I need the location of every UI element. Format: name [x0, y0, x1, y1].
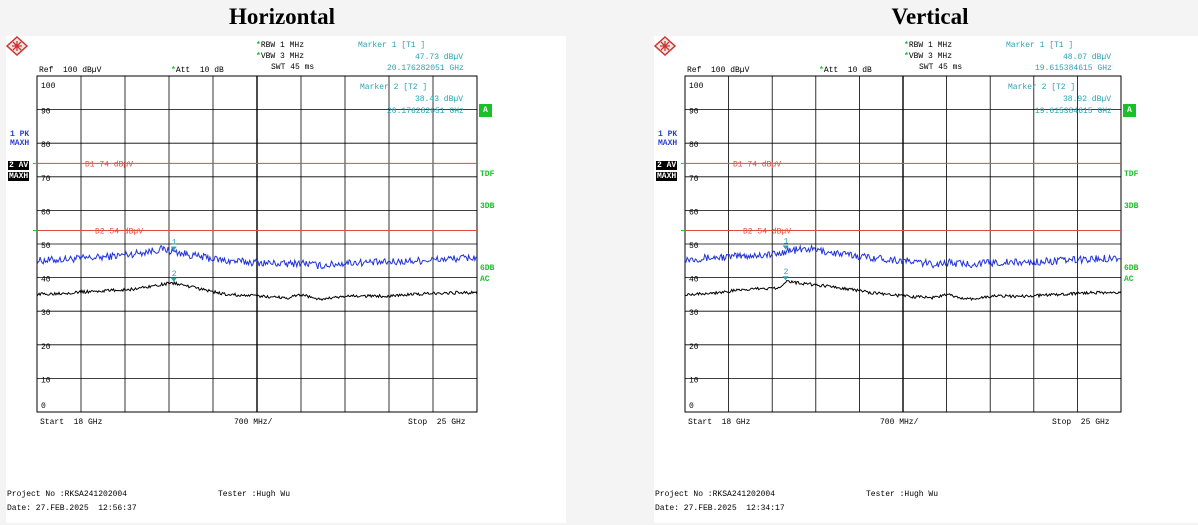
start-freq-label: Start 18 GHz [40, 418, 103, 427]
trace2-mode: MAXH [656, 172, 678, 181]
marker-label: 2 [172, 270, 177, 279]
rbw-label: *RBW 1 MHz [256, 41, 305, 50]
swt-label: SWT 45 ms [271, 63, 315, 72]
ref-label: Ref 100 dBµV [39, 66, 102, 75]
side-label-a: A [479, 104, 492, 117]
trace-peak [36, 245, 478, 270]
side-label-3db: 3DB [1124, 202, 1139, 211]
side-label-6db: 6DB [1124, 264, 1139, 273]
y-tick-label: 10 [41, 376, 51, 385]
span-label: 700 MHz/ [234, 418, 273, 427]
y-tick-label: 50 [41, 242, 51, 251]
y-tick-label: 30 [689, 309, 699, 318]
side-label-tdf: TDF [480, 170, 495, 179]
y-tick-label: 10 [689, 376, 699, 385]
ref-label: Ref 100 dBµV [687, 66, 750, 75]
y-tick-label: 70 [41, 175, 51, 184]
marker-label: 1 [784, 237, 789, 246]
marker1-value: 47.73 dBµV [415, 53, 464, 62]
marker-label: 1 [172, 239, 177, 248]
y-tick-label: 20 [41, 343, 51, 352]
y-tick-label: 90 [689, 108, 699, 117]
trace2-mode: MAXH [8, 172, 30, 181]
side-label-6db: 6DB [480, 264, 495, 273]
marker-triangle [170, 246, 177, 251]
vbw-label: *VBW 3 MHz [256, 52, 305, 61]
y-tick-label: 40 [689, 276, 699, 285]
marker1-freq: 20.176282051 GHz [387, 64, 464, 73]
project-number: Project No :RKSA241202004 [7, 490, 128, 499]
rbw-label: *RBW 1 MHz [904, 41, 953, 50]
marker2-label: Marker 2 [T2 ] [1008, 83, 1076, 92]
side-label-ac: AC [1124, 275, 1134, 284]
project-number: Project No :RKSA241202004 [655, 490, 776, 499]
marker-triangle [170, 277, 177, 282]
marker-triangle [782, 245, 789, 250]
y-tick-label: 0 [41, 402, 46, 411]
tester-name: Tester :Hugh Wu [866, 490, 939, 499]
marker1-value: 48.07 dBµV [1063, 53, 1112, 62]
trace-average [36, 280, 478, 301]
y-tick-label: 60 [689, 208, 699, 217]
limit-line-label: D2 54 dBµV [95, 228, 143, 237]
trace1-tag: 1 PK [658, 130, 678, 139]
tester-name: Tester :Hugh Wu [218, 490, 291, 499]
y-tick-label: 100 [689, 82, 704, 91]
marker2-value: 38.43 dBµV [415, 95, 464, 104]
y-tick-label: 90 [41, 108, 51, 117]
trace2-tag: 2 AV [8, 161, 30, 170]
y-tick-label: 30 [41, 309, 51, 318]
side-label-a: A [1123, 104, 1136, 117]
limit-line-label: D1 74 dBµV [733, 160, 781, 169]
vbw-label: *VBW 3 MHz [904, 52, 953, 61]
marker-label: 2 [784, 268, 789, 277]
marker2-freq: 20.176282051 GHz [387, 107, 464, 116]
side-label-tdf: TDF [1124, 170, 1139, 179]
date-stamp: Date: 27.FEB.2025 12:56:37 [7, 504, 137, 513]
spectrum-panel-horizontal: 0 10 20 30 40 50 60 70 80 90 100 D1 74 dBµV D2 54 dB… [6, 36, 566, 523]
marker2-freq: 19.615384615 GHz [1035, 107, 1112, 116]
rs-logo-icon [654, 36, 676, 56]
marker1-freq: 19.615384615 GHz [1035, 64, 1112, 73]
y-tick-label: 80 [41, 141, 51, 150]
swt-label: SWT 45 ms [919, 63, 963, 72]
stop-freq-label: Stop 25 GHz [1052, 418, 1110, 427]
rs-logo-icon [6, 36, 28, 56]
marker2-value: 38.92 dBµV [1063, 95, 1112, 104]
trace1-mode: MAXH [10, 139, 30, 148]
att-label: *Att 10 dB [819, 66, 872, 75]
y-tick-label: 80 [689, 141, 699, 150]
spectrum-plot: 0 10 20 30 40 50 60 70 80 90 100 D1 74 dBµV D2 54 dB… [33, 75, 478, 413]
y-tick-label: 20 [689, 343, 699, 352]
y-tick-label: 60 [41, 208, 51, 217]
trace1-mode: MAXH [658, 139, 678, 148]
trace-average [684, 279, 1122, 302]
y-tick-label: 100 [41, 82, 56, 91]
trace2-tag: 2 AV [656, 161, 678, 170]
side-label-ac: AC [480, 275, 490, 284]
limit-line-label: D2 54 dBµV [743, 228, 791, 237]
date-stamp: Date: 27.FEB.2025 12:34:17 [655, 504, 785, 513]
marker-triangle [782, 276, 789, 281]
y-tick-label: 50 [689, 242, 699, 251]
panel-title-horizontal: Horizontal [228, 4, 336, 29]
spectrum-panel-vertical: 0 10 20 30 40 50 60 70 80 90 100 D1 74 dBµV D2 54 dB… [654, 36, 1198, 523]
marker1-label: Marker 1 [T1 ] [358, 41, 426, 50]
trace1-tag: 1 PK [10, 130, 30, 139]
y-tick-label: 40 [41, 276, 51, 285]
stop-freq-label: Stop 25 GHz [408, 418, 466, 427]
limit-line-label: D1 74 dBµV [85, 160, 133, 169]
att-label: *Att 10 dB [171, 66, 224, 75]
spectrum-plot: 0 10 20 30 40 50 60 70 80 90 100 D1 74 dBµV D2 54 dB… [681, 75, 1122, 413]
marker2-label: Marker 2 [T2 ] [360, 83, 428, 92]
y-tick-label: 70 [689, 175, 699, 184]
y-tick-label: 0 [689, 402, 694, 411]
side-label-3db: 3DB [480, 202, 495, 211]
span-label: 700 MHz/ [880, 418, 919, 427]
trace-peak [684, 243, 1122, 269]
panel-title-vertical: Vertical [891, 4, 969, 29]
start-freq-label: Start 18 GHz [688, 418, 751, 427]
marker1-label: Marker 1 [T1 ] [1006, 41, 1074, 50]
